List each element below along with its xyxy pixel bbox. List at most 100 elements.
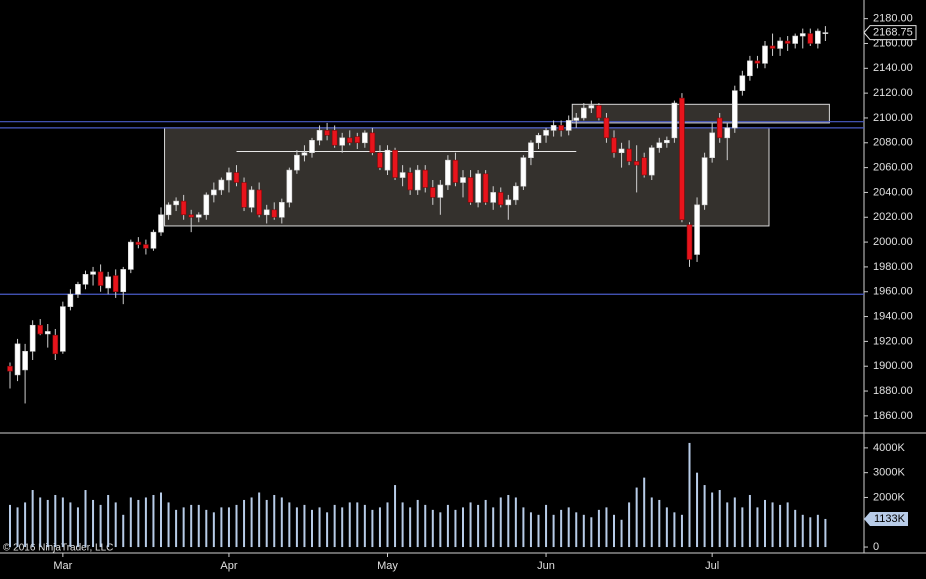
y-tick-label: 2000.00 bbox=[873, 236, 913, 248]
candle-body bbox=[747, 60, 753, 77]
candle-body bbox=[52, 334, 59, 355]
candle-body bbox=[777, 40, 783, 49]
candle-body bbox=[248, 189, 255, 208]
volume-bar bbox=[620, 519, 623, 548]
candle-body bbox=[558, 125, 564, 131]
volume-bar bbox=[160, 492, 162, 548]
last-volume-label: 1133K bbox=[874, 513, 906, 525]
candle-body bbox=[784, 40, 791, 44]
candle-body bbox=[618, 148, 625, 154]
volume-bar bbox=[703, 485, 706, 548]
candle-body bbox=[588, 105, 595, 109]
candle-body bbox=[14, 343, 21, 376]
volume-bar bbox=[295, 507, 298, 548]
candle-body bbox=[316, 130, 323, 141]
y-tick-label: 1920.00 bbox=[873, 335, 913, 347]
candle-body bbox=[754, 60, 761, 64]
volume-bar bbox=[227, 507, 230, 548]
candle-body bbox=[505, 199, 512, 206]
volume-bar bbox=[31, 490, 34, 548]
volume-bar bbox=[378, 507, 381, 548]
volume-bar bbox=[590, 517, 593, 548]
candle-body bbox=[573, 117, 580, 121]
volume-bar bbox=[680, 514, 683, 548]
candle-body bbox=[807, 33, 814, 44]
volume-bar bbox=[84, 490, 87, 548]
volume-bar bbox=[733, 497, 736, 548]
zone-rectangle bbox=[164, 127, 770, 227]
volume-bar bbox=[348, 502, 351, 548]
volume-bar bbox=[129, 497, 132, 548]
candle-body bbox=[37, 324, 44, 335]
volume-bar bbox=[416, 499, 419, 548]
candle-body bbox=[769, 45, 776, 49]
volume-tick-label: 0 bbox=[873, 541, 879, 553]
y-tick-label: 2100.00 bbox=[873, 112, 913, 124]
volume-bar bbox=[499, 497, 502, 548]
candle-body bbox=[195, 214, 202, 218]
volume-bar bbox=[537, 514, 540, 548]
candle-body bbox=[60, 306, 66, 352]
volume-bar bbox=[786, 502, 789, 548]
volume-bar bbox=[741, 507, 744, 548]
volume-bar bbox=[522, 507, 525, 548]
candle-body bbox=[309, 139, 315, 154]
volume-bar bbox=[212, 512, 215, 548]
volume-bar bbox=[552, 514, 555, 548]
candle-body bbox=[626, 148, 632, 162]
candle-body bbox=[90, 271, 96, 275]
candle-body bbox=[603, 117, 610, 139]
candle-body bbox=[369, 132, 376, 154]
candle-body bbox=[82, 274, 89, 285]
volume-bar bbox=[469, 502, 472, 548]
candle-body bbox=[497, 192, 504, 206]
volume-bar bbox=[99, 504, 102, 548]
volume-bar bbox=[144, 497, 147, 548]
volume-bar bbox=[439, 512, 442, 548]
candle-body bbox=[701, 157, 708, 206]
candle-body bbox=[535, 135, 542, 144]
volume-bar bbox=[545, 504, 548, 548]
candle-body bbox=[611, 137, 617, 154]
candle-body bbox=[211, 189, 217, 196]
volume-bar bbox=[288, 502, 291, 548]
last-volume-marker bbox=[864, 511, 908, 526]
volume-bar bbox=[175, 509, 178, 548]
volume-bar bbox=[665, 507, 668, 548]
candle-body bbox=[135, 241, 142, 245]
candle-body bbox=[233, 172, 240, 183]
volume-bar bbox=[394, 485, 397, 548]
candle-body bbox=[346, 137, 353, 144]
volume-bar bbox=[9, 504, 11, 548]
volume-bar bbox=[190, 504, 193, 548]
volume-bar bbox=[137, 499, 140, 548]
volume-bar bbox=[673, 512, 676, 548]
volume-bar bbox=[235, 504, 238, 548]
candle-body bbox=[648, 147, 655, 176]
candle-body bbox=[822, 32, 829, 34]
candle-body bbox=[656, 142, 663, 149]
volume-bar bbox=[560, 509, 563, 548]
volume-bar bbox=[597, 509, 600, 548]
candle-body bbox=[180, 200, 187, 216]
candle-body bbox=[241, 182, 247, 208]
volume-bar bbox=[303, 504, 306, 548]
candle-body bbox=[513, 185, 519, 201]
volume-tick-label: 3000K bbox=[873, 467, 905, 479]
candle-body bbox=[339, 137, 346, 146]
candle-body bbox=[664, 139, 670, 144]
y-tick-label: 1860.00 bbox=[873, 410, 913, 422]
volume-bar bbox=[764, 499, 766, 548]
candle-body bbox=[694, 204, 700, 255]
last-price-marker bbox=[863, 25, 917, 41]
volume-bar bbox=[462, 507, 464, 548]
candle-body bbox=[120, 269, 127, 293]
candle-body bbox=[75, 283, 81, 295]
candle-body bbox=[815, 30, 821, 44]
x-tick-label: Jun bbox=[537, 560, 555, 572]
volume-bar bbox=[628, 502, 631, 548]
volume-bar bbox=[613, 514, 615, 548]
volume-bar bbox=[446, 504, 449, 548]
volume-bar bbox=[582, 514, 585, 548]
zone-rectangle bbox=[571, 103, 830, 124]
